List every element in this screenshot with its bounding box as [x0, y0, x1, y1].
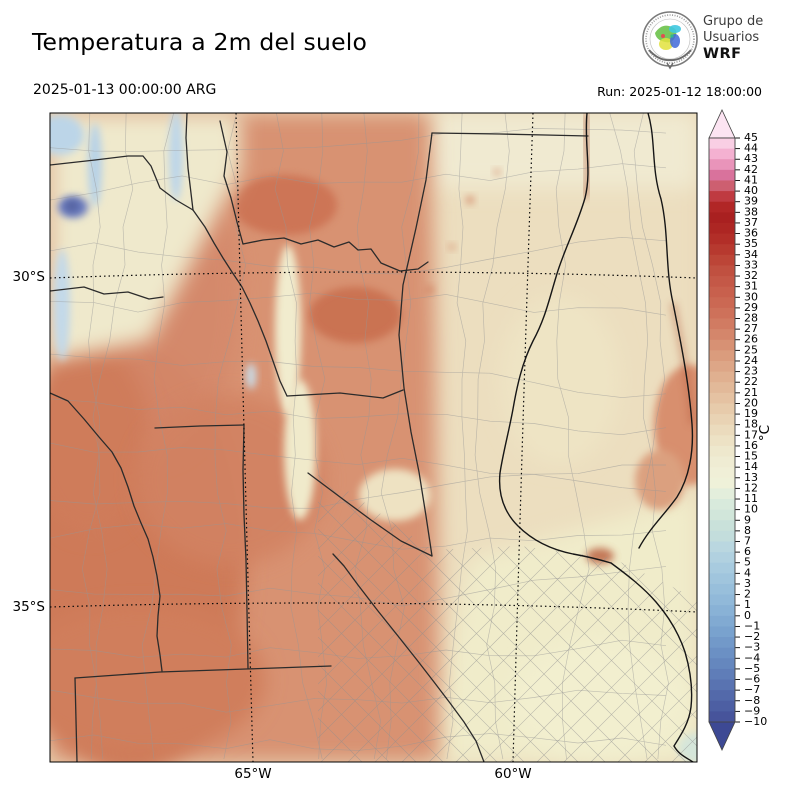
wrf-users-group-logo: Grupo de Usuarios WRF — [641, 10, 797, 74]
lat-label-35S: 35°S — [12, 599, 46, 615]
svg-text:41: 41 — [744, 173, 758, 186]
svg-text:2: 2 — [744, 588, 751, 601]
svg-text:34: 34 — [744, 248, 758, 261]
logo-text-line2: Usuarios — [703, 30, 760, 45]
svg-text:−6: −6 — [744, 673, 760, 686]
page-title: Temperatura a 2m del suelo — [32, 28, 368, 56]
svg-text:−7: −7 — [744, 683, 760, 696]
svg-text:28: 28 — [744, 312, 758, 325]
svg-text:−1: −1 — [744, 619, 760, 632]
svg-text:37: 37 — [744, 216, 758, 229]
svg-text:10: 10 — [744, 503, 758, 516]
svg-text:17: 17 — [744, 428, 758, 441]
uruguay-river — [638, 113, 694, 549]
svg-text:−2: −2 — [744, 630, 760, 643]
svg-text:14: 14 — [744, 460, 758, 473]
svg-text:36: 36 — [744, 227, 758, 240]
lon-label-65W: 65°W — [234, 766, 272, 782]
svg-text:−3: −3 — [744, 641, 760, 654]
svg-text:13: 13 — [744, 471, 758, 484]
colorbar-unit-label: °C — [757, 424, 773, 442]
svg-text:29: 29 — [744, 301, 758, 314]
svg-text:44: 44 — [744, 142, 758, 155]
logo-text-wrf: WRF — [703, 46, 742, 62]
svg-text:27: 27 — [744, 322, 758, 335]
svg-text:0: 0 — [744, 609, 751, 622]
svg-text:9: 9 — [744, 513, 751, 526]
svg-text:3: 3 — [744, 577, 751, 590]
svg-text:21: 21 — [744, 386, 758, 399]
svg-text:−10: −10 — [744, 715, 767, 728]
map-frame — [49, 112, 698, 763]
lon-label-60W: 60°W — [494, 766, 532, 782]
rivers-and-coastline — [498, 113, 694, 762]
svg-text:−4: −4 — [744, 651, 760, 664]
svg-text:26: 26 — [744, 333, 758, 346]
svg-text:5: 5 — [744, 556, 751, 569]
graticule-gridlines — [50, 113, 697, 762]
svg-text:18: 18 — [744, 418, 758, 431]
globe-seal-icon — [642, 11, 698, 70]
svg-text:6: 6 — [744, 545, 751, 558]
svg-text:35: 35 — [744, 237, 758, 250]
svg-text:20: 20 — [744, 396, 758, 409]
svg-text:1: 1 — [744, 598, 751, 611]
svg-text:4: 4 — [744, 566, 751, 579]
logo-text-line1: Grupo de — [703, 14, 764, 29]
svg-text:31: 31 — [744, 280, 758, 293]
svg-text:40: 40 — [744, 184, 758, 197]
svg-text:33: 33 — [744, 258, 758, 271]
svg-text:7: 7 — [744, 534, 751, 547]
svg-text:38: 38 — [744, 205, 758, 218]
run-time-label: Run: 2025-01-12 18:00:00 — [597, 84, 762, 99]
svg-text:39: 39 — [744, 195, 758, 208]
colorbar: 4544434241403938373635343332313029282726… — [708, 109, 767, 751]
svg-text:23: 23 — [744, 365, 758, 378]
rio-de-la-plata-coast — [610, 562, 694, 762]
svg-text:19: 19 — [744, 407, 758, 420]
svg-text:8: 8 — [744, 524, 751, 537]
svg-text:16: 16 — [744, 439, 758, 452]
svg-text:30: 30 — [744, 290, 758, 303]
lat-label-30S: 30°S — [12, 269, 46, 285]
svg-text:−5: −5 — [744, 662, 760, 675]
svg-text:32: 32 — [744, 269, 758, 282]
svg-text:12: 12 — [744, 481, 758, 494]
svg-text:−9: −9 — [744, 704, 760, 717]
svg-text:43: 43 — [744, 152, 758, 165]
svg-text:24: 24 — [744, 354, 758, 367]
parana-river — [498, 113, 612, 564]
svg-text:45: 45 — [744, 131, 758, 144]
province-borders — [50, 113, 589, 762]
svg-text:25: 25 — [744, 343, 758, 356]
svg-text:42: 42 — [744, 163, 758, 176]
map-content — [50, 113, 697, 762]
gridline-65W — [235, 113, 254, 762]
gridline-60W — [512, 113, 534, 762]
svg-text:15: 15 — [744, 450, 758, 463]
svg-text:11: 11 — [744, 492, 758, 505]
valid-time-label: 2025-01-13 00:00:00 ARG — [33, 82, 217, 98]
svg-text:22: 22 — [744, 375, 758, 388]
svg-text:−8: −8 — [744, 694, 760, 707]
